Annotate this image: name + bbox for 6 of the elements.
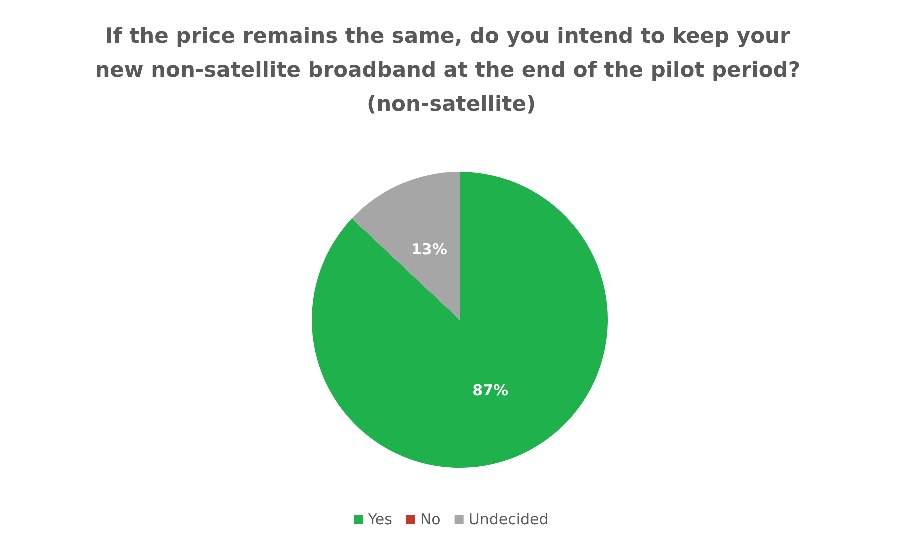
chart-title: If the price remains the same, do you intend to keep your new non-satellite broadband at the end of the pilot period? (non-satellite) — [95, 24, 808, 116]
legend-label: Yes — [367, 510, 393, 528]
data-label: 13% — [411, 240, 448, 258]
legend-label: Undecided — [468, 510, 549, 528]
legend-label: No — [420, 510, 441, 528]
data-label: 87% — [472, 382, 509, 400]
